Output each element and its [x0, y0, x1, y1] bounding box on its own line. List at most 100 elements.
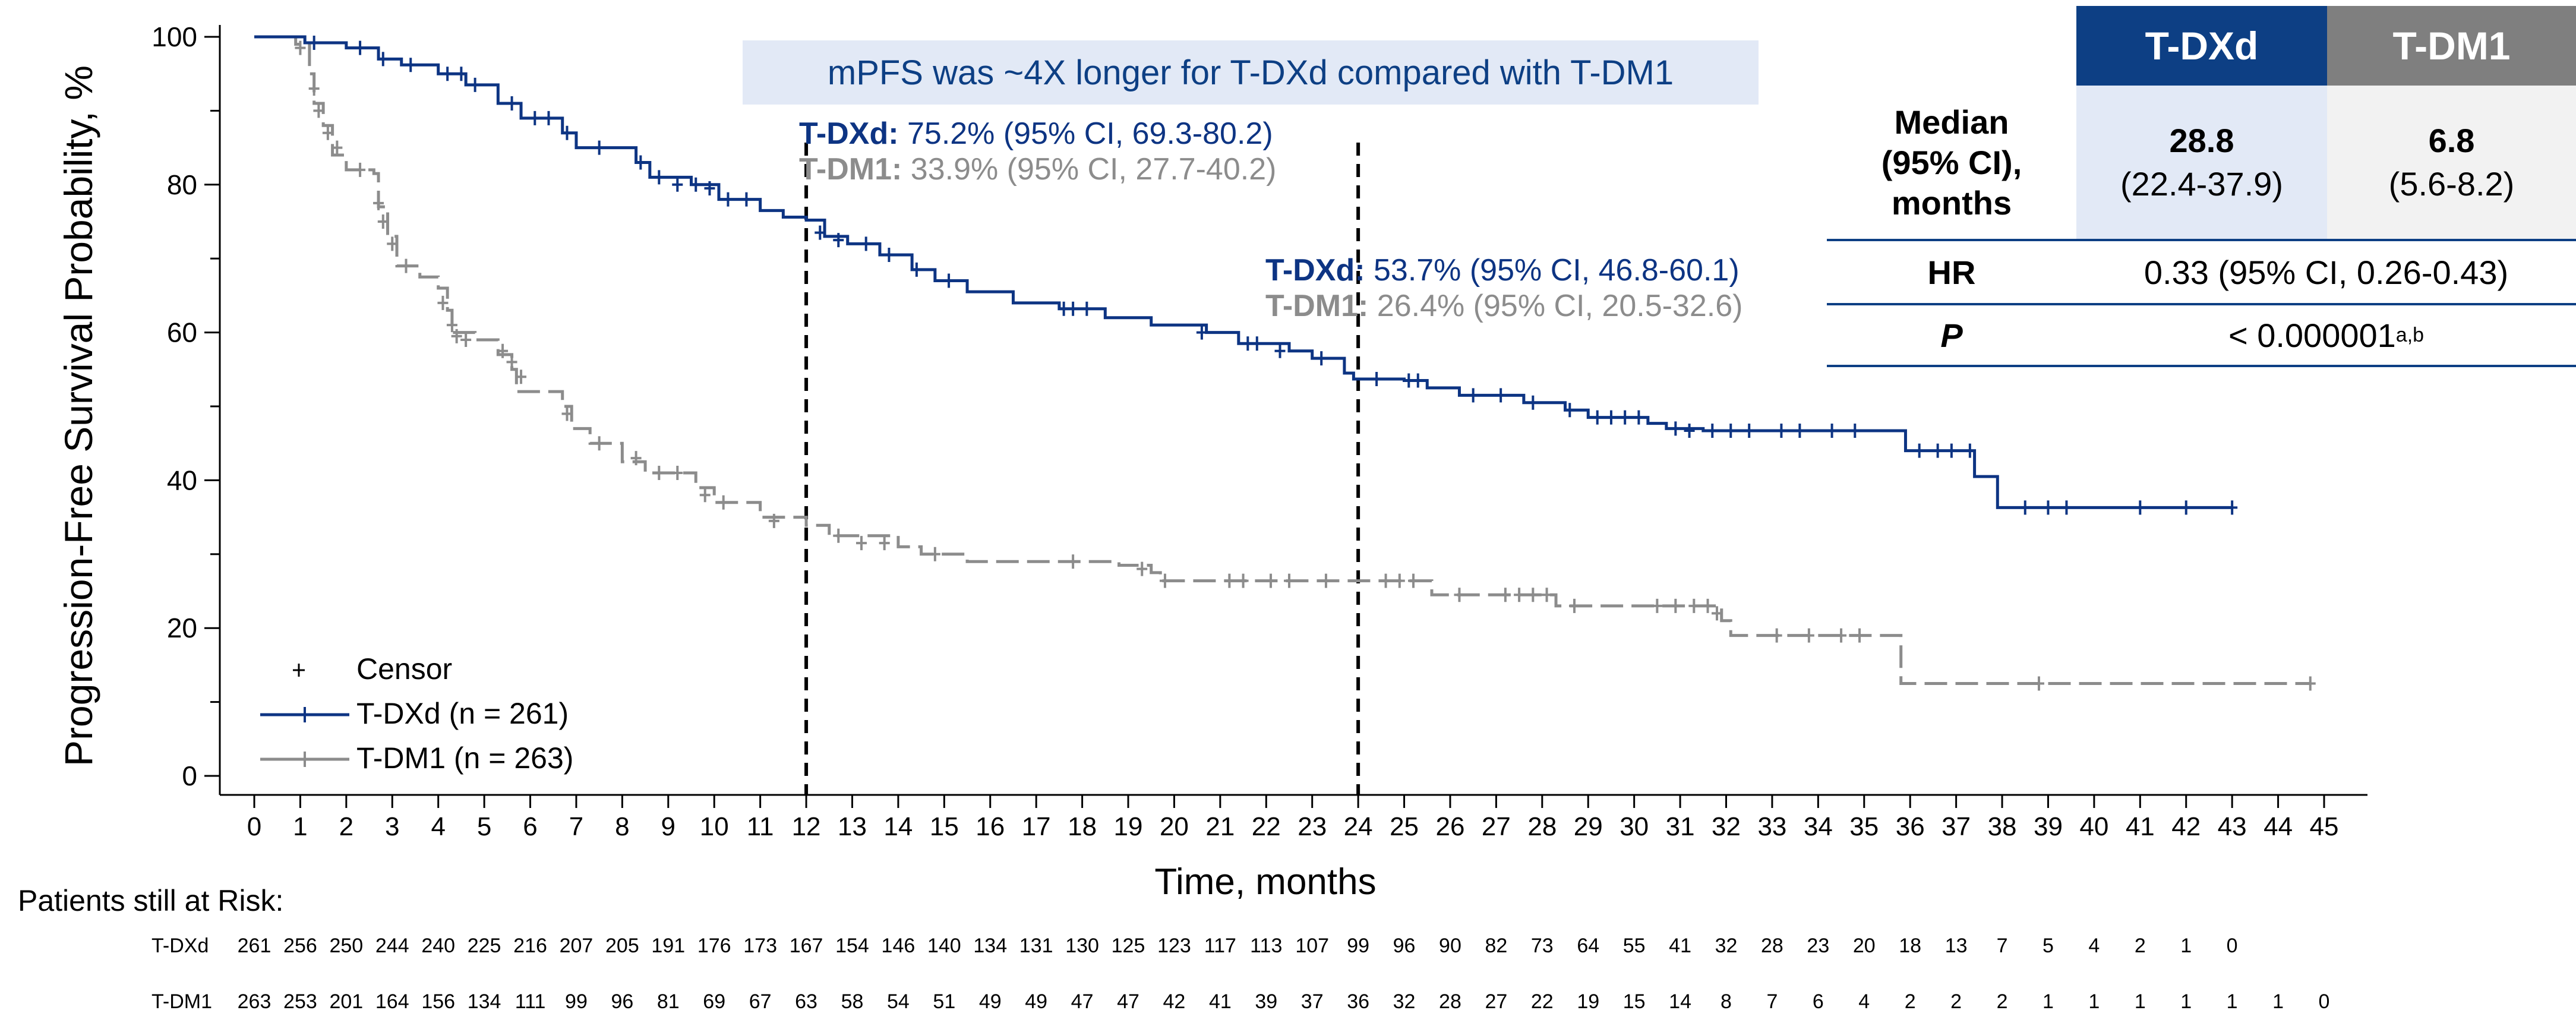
x-tick-label: 8 [615, 812, 629, 841]
x-tick-label: 45 [2310, 812, 2339, 841]
censor-mark-tdxd [1495, 388, 1507, 403]
summary-table: T-DXd T-DM1 Median (95% CI), months 28.8… [1827, 6, 2576, 368]
risk-row-label: T-DM1 [151, 990, 212, 1013]
censor-mark-tdxd [1725, 424, 1737, 438]
censor-mark-tdxd [308, 35, 320, 50]
legend-censor-label: Censor [356, 652, 453, 686]
censor-mark-tdxd [2135, 500, 2146, 515]
censor-mark-tdxd [1196, 325, 1207, 340]
risk-count: 23 [1807, 935, 1830, 957]
censor-mark-tdm1 [1670, 598, 1681, 613]
censor-mark-tdxd [1744, 424, 1755, 438]
risk-count: 244 [375, 935, 409, 957]
annotation-12mo-tdxd-value: 75.2% (95% CI, 69.3-80.2) [898, 116, 1273, 151]
series-line-tdxd [254, 35, 2233, 509]
table-divider [1827, 365, 2576, 367]
censor-mark-tdm1 [295, 40, 306, 55]
censor-mark-tdm1 [879, 536, 890, 551]
censor-mark-tdxd [1914, 443, 1925, 458]
x-tick-label: 39 [2034, 812, 2063, 841]
censor-mark-tdm1 [672, 465, 683, 480]
censor-mark-tdm1 [516, 370, 527, 384]
censor-mark-tdm1 [1380, 573, 1391, 588]
censor-mark-tdm1 [355, 162, 366, 177]
x-tick-label: 31 [1666, 812, 1695, 841]
censor-mark-tdm1 [1688, 598, 1700, 613]
censor-mark-tdxd [543, 111, 554, 125]
risk-count: 32 [1715, 935, 1738, 957]
x-tick-label: 10 [700, 812, 729, 841]
risk-count: 19 [1577, 990, 1600, 1013]
y-tick-label: 40 [167, 465, 197, 495]
censor-mark-tdm1 [1159, 573, 1170, 588]
risk-count: 7 [1996, 935, 2008, 957]
x-tick-label: 33 [1757, 812, 1786, 841]
censor-mark-tdxd [2043, 500, 2054, 515]
risk-count: 96 [611, 990, 634, 1013]
annotation-24mo-tdm1-value: 26.4% (95% CI, 20.5-32.6) [1368, 289, 1743, 323]
x-tick-label: 21 [1205, 812, 1235, 841]
risk-count: 47 [1117, 990, 1139, 1013]
censor-mark-tdm1 [1408, 573, 1419, 588]
censor-mark-tdm1 [1652, 598, 1663, 613]
risk-count: 0 [2226, 935, 2238, 957]
x-tick-label: 44 [2264, 812, 2293, 841]
table-divider [1827, 239, 2576, 241]
censor-mark-tdm1 [497, 343, 509, 358]
censor-mark-tdm1 [1569, 598, 1580, 613]
risk-count: 240 [421, 935, 456, 957]
legend-tdm1-label: T-DM1 (n = 263) [356, 741, 574, 775]
x-tick-label: 41 [2126, 812, 2155, 841]
censor-mark-tdm1 [654, 465, 665, 480]
risk-count: 2 [1904, 990, 1916, 1013]
censor-mark-tdxd [529, 111, 541, 125]
x-tick-label: 11 [747, 812, 774, 841]
risk-count: 28 [1439, 990, 1461, 1013]
risk-count: 117 [1204, 935, 1236, 957]
censor-mark-tdxd [1592, 410, 1603, 425]
censor-mark-tdm1 [308, 81, 320, 96]
median-label-line-2: (95% CI), [1881, 143, 2022, 181]
annotation-12mo-tdxd-label: T-DXd: [799, 116, 899, 151]
censor-mark-tdxd [506, 96, 517, 111]
legend-tdxd-label: T-DXd (n = 261) [356, 697, 569, 730]
censor-mark-tdm1 [313, 103, 324, 118]
censor-mark-tdm1 [768, 513, 779, 528]
p-label: P [1940, 316, 1963, 354]
censor-mark-tdxd [405, 58, 416, 72]
risk-count: 36 [1347, 990, 1370, 1013]
risk-count: 99 [565, 990, 588, 1013]
x-tick-label: 6 [523, 812, 537, 841]
risk-count: 216 [513, 935, 547, 957]
censor-mark-tdxd [672, 177, 683, 192]
risk-count: 256 [283, 935, 317, 957]
x-tick-label: 15 [930, 812, 959, 841]
series-line-tdm1 [254, 35, 2310, 685]
censor-mark-tdxd [377, 52, 389, 67]
censor-mark-tdm1 [1514, 588, 1525, 602]
tdm1-median-ci: (5.6-8.2) [2388, 165, 2515, 203]
risk-count: 67 [749, 990, 772, 1013]
risk-count: 64 [1577, 935, 1600, 957]
tdm1-median: 6.8 [2428, 122, 2475, 160]
censor-mark-tdxd [1058, 301, 1069, 316]
risk-count: 225 [467, 935, 501, 957]
risk-count: 205 [605, 935, 639, 957]
legend [260, 664, 349, 767]
risk-count: 37 [1300, 990, 1324, 1013]
x-tick-label: 12 [792, 812, 821, 841]
annotation-24mo-tdxd-value: 53.7% (95% CI, 46.8-60.1) [1365, 253, 1740, 288]
hr-value: 0.33 (95% CI, 0.26-0.43) [2143, 253, 2509, 291]
x-tick-label: 28 [1527, 812, 1557, 841]
censor-mark-tdxd [833, 233, 844, 248]
risk-count: 1 [2180, 990, 2192, 1013]
tdxd-median-cell: 28.8 (22.4-37.9) [2076, 86, 2327, 240]
risk-count: 32 [1393, 990, 1416, 1013]
y-axis-label: Progression-Free Survival Probability, % [56, 65, 100, 766]
censor-mark-tdxd [1776, 424, 1787, 438]
censor-mark-tdm1 [1499, 588, 1511, 602]
censor-mark-tdxd [1684, 424, 1695, 438]
risk-count: 4 [2088, 935, 2100, 957]
censor-mark-tdm1 [1803, 628, 1814, 643]
risk-count: 51 [933, 990, 956, 1013]
